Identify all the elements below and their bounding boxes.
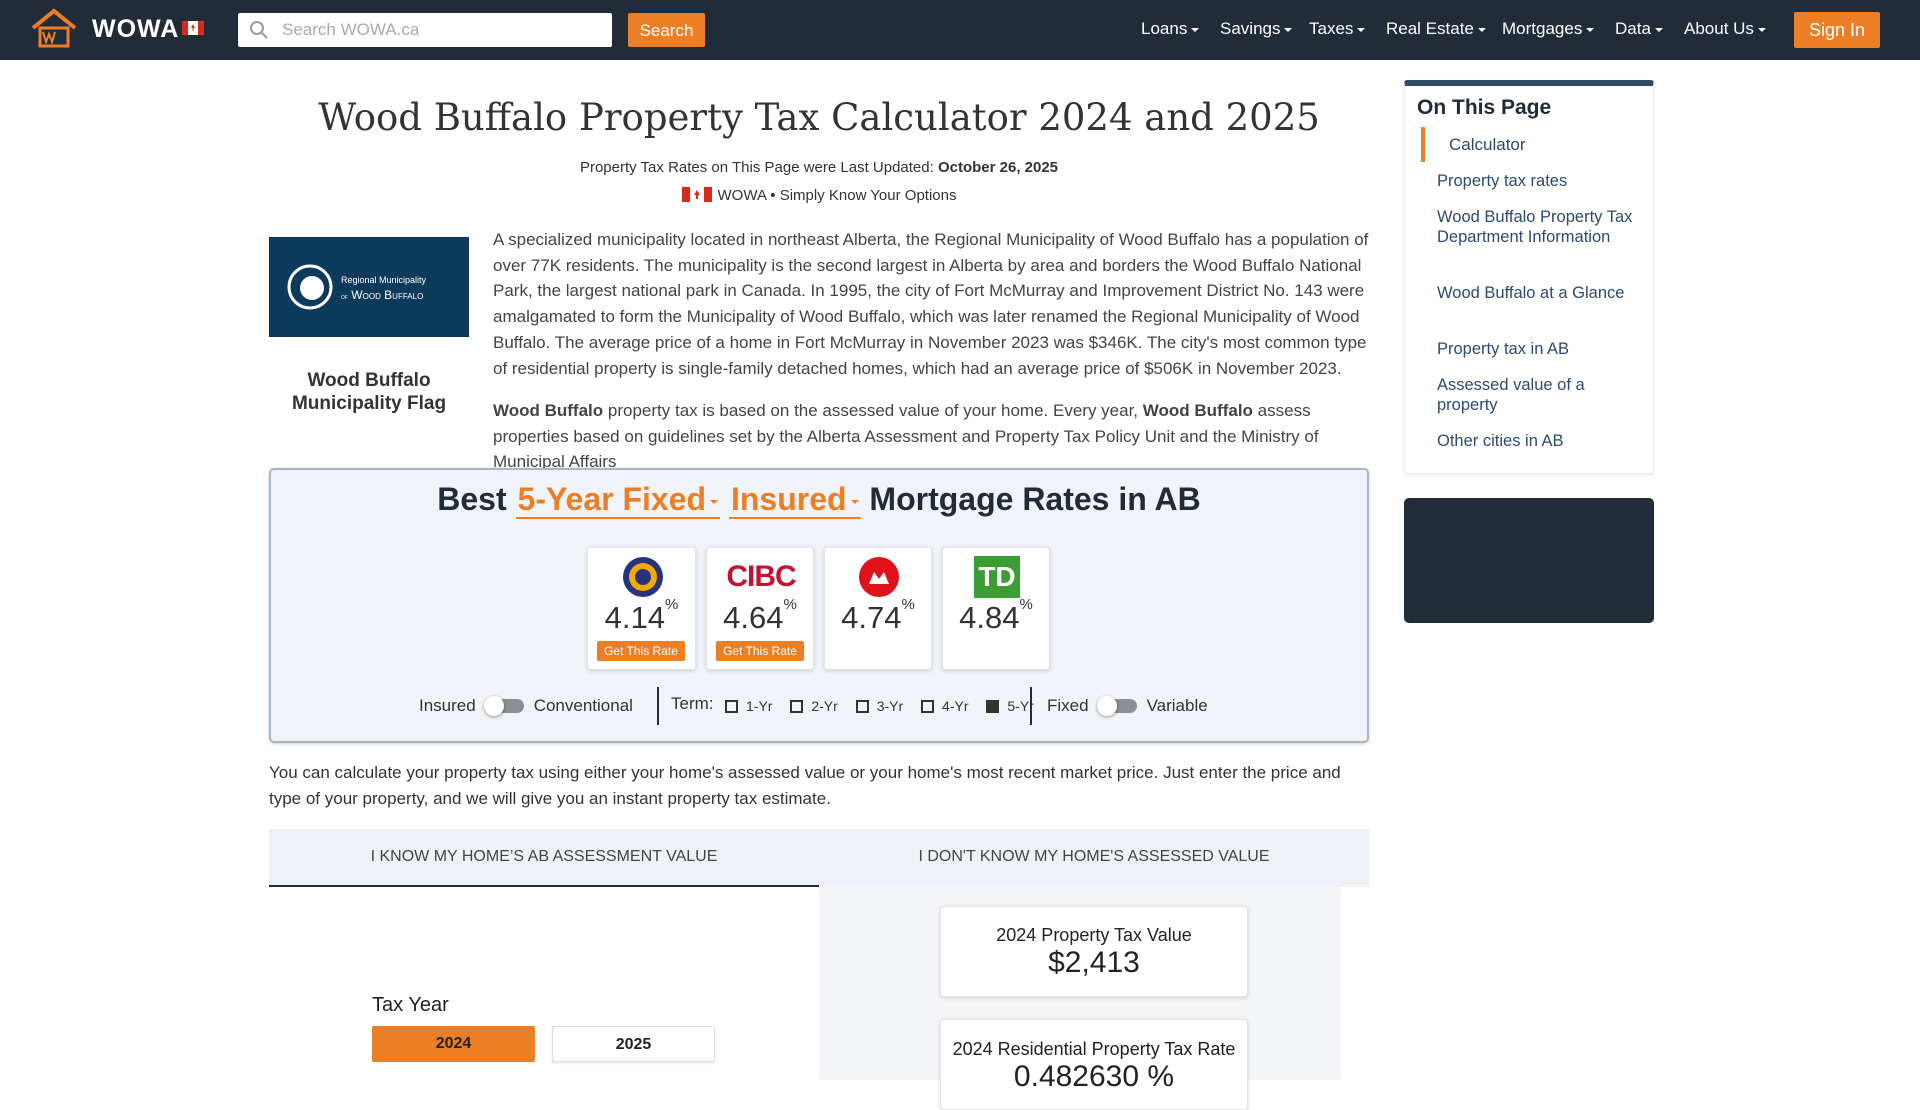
lender-card[interactable]: CIBC 4.64% Get This Rate <box>706 547 814 670</box>
mortgage-widget <box>269 468 1369 743</box>
tab[interactable]: I DON'T KNOW MY HOME'S ASSESSED VALUE <box>918 848 1270 865</box>
nav-item[interactable]: Data <box>1615 19 1663 39</box>
divider <box>657 687 659 725</box>
intro-paragraph: A specialized municipality located in no… <box>493 230 1369 378</box>
year-button[interactable]: 2024 <box>372 1026 535 1062</box>
toc-item[interactable]: Property tax in AB <box>1437 340 1570 358</box>
ad-panel <box>1404 498 1654 623</box>
canada-flag <box>182 21 204 35</box>
nav-item[interactable]: Savings <box>1220 19 1293 39</box>
rate: 4.14% <box>604 596 679 635</box>
term-option[interactable]: 3-Yr <box>855 698 903 714</box>
lender-card[interactable]: TD 4.84% <box>942 547 1050 670</box>
result-card: 2024 Residential Property Tax Rate 0.482… <box>940 1019 1248 1110</box>
toc-item[interactable]: Assessed value of a property <box>1437 376 1585 414</box>
term-option[interactable]: 4-Yr <box>921 698 968 714</box>
toc-heading: On This Page <box>1417 96 1552 119</box>
type-dropdown[interactable]: Insured <box>728 481 861 519</box>
calculator-intro: You can calculate your property tax usin… <box>269 763 1341 808</box>
canada-flag <box>681 187 712 202</box>
nav-item[interactable]: About Us <box>1684 19 1766 39</box>
rate: 4.84% <box>959 596 1033 635</box>
term-option[interactable]: 1-Yr <box>725 698 772 714</box>
get-rate-button[interactable]: Get This Rate <box>716 641 804 661</box>
result-label: 2024 Property Tax Value <box>996 925 1192 945</box>
toc-item[interactable]: Wood Buffalo at a Glance <box>1437 284 1625 302</box>
search-input[interactable]: Search WOWA.ca <box>238 13 612 47</box>
wowa-logo[interactable] <box>30 8 78 50</box>
logo-caption: Wood Buffalo Municipality Flag <box>291 370 447 414</box>
tax-year-label: Tax Year <box>372 994 449 1016</box>
toc <box>1404 80 1654 474</box>
tab-bar <box>269 829 1369 887</box>
term-option[interactable]: 5-Yr <box>986 698 1034 714</box>
logo-text: of Wood Buffalo <box>341 288 424 302</box>
nav-item[interactable]: Mortgages <box>1502 19 1595 39</box>
search-icon <box>250 21 268 39</box>
result-value: 0.482630 % <box>1013 1060 1175 1093</box>
nav-item[interactable]: Real Estate <box>1386 19 1486 39</box>
top-bar: WOWA Search WOWA.ca Search Loans Savings… <box>0 0 1920 60</box>
year-button[interactable]: 2025 <box>552 1026 715 1062</box>
divider <box>1030 687 1032 725</box>
search-button[interactable]: Search <box>628 13 705 47</box>
toc-item[interactable]: Other cities in AB <box>1437 432 1564 450</box>
sign-in-button[interactable]: Sign In <box>1794 12 1880 48</box>
term-checkboxes: 1-Yr 2-Yr 3-Yr 4-Yr 5-Yr <box>725 698 1034 714</box>
logo-emblem <box>287 264 333 310</box>
logo-text: Regional Municipality <box>341 275 427 285</box>
nav-item[interactable]: Taxes <box>1309 19 1366 39</box>
brand[interactable]: WOWA <box>92 15 180 43</box>
lender-logo: TD <box>974 556 1020 598</box>
toc-item[interactable]: Wood Buffalo Property Tax Department Inf… <box>1437 208 1633 246</box>
term-option[interactable]: 2-Yr <box>790 698 838 714</box>
insured-toggle[interactable]: Insured Conventional <box>419 696 633 716</box>
rate: 4.74% <box>841 596 915 635</box>
lender-logo <box>859 557 899 597</box>
toc-item[interactable]: Property tax rates <box>1437 172 1568 190</box>
page-title: Wood Buffalo Property Tax Calculator 202… <box>318 96 1320 139</box>
toc-active-bar <box>1421 127 1425 162</box>
lender-logo <box>623 557 663 597</box>
rate-type-toggle[interactable]: Fixed Variable <box>1047 696 1208 716</box>
lender-card[interactable]: 4.74% <box>824 547 932 670</box>
result-label: 2024 Residential Property Tax Rate <box>952 1039 1236 1059</box>
toc-item[interactable]: Calculator <box>1449 135 1526 154</box>
result-card: 2024 Property Tax Value $2,413 <box>940 906 1248 997</box>
intro-paragraph: Wood Buffalo property tax is based on th… <box>493 401 1319 472</box>
result-value: $2,413 <box>1048 946 1140 979</box>
updated-line: Property Tax Rates on This Page were Las… <box>579 159 1059 176</box>
tagline: WOWA • Simply Know Your Options <box>269 187 1369 204</box>
lender-card[interactable]: 4.14% Get This Rate <box>587 547 696 670</box>
municipality-logo: Regional Municipality of Wood Buffalo <box>269 237 469 337</box>
tab[interactable]: I KNOW MY HOME’S AB ASSESSMENT VALUE <box>269 829 819 887</box>
get-rate-button[interactable]: Get This Rate <box>597 641 685 661</box>
nav-item[interactable]: Loans <box>1141 19 1200 39</box>
lender-logo: CIBC <box>726 560 796 593</box>
rate: 4.64% <box>723 596 797 635</box>
term-dropdown[interactable]: 5-Year Fixed <box>515 481 721 519</box>
mortgage-heading: Best 5-Year Fixed Insured Mortgage Rates… <box>437 481 1201 519</box>
term-label: Term: <box>671 694 714 713</box>
